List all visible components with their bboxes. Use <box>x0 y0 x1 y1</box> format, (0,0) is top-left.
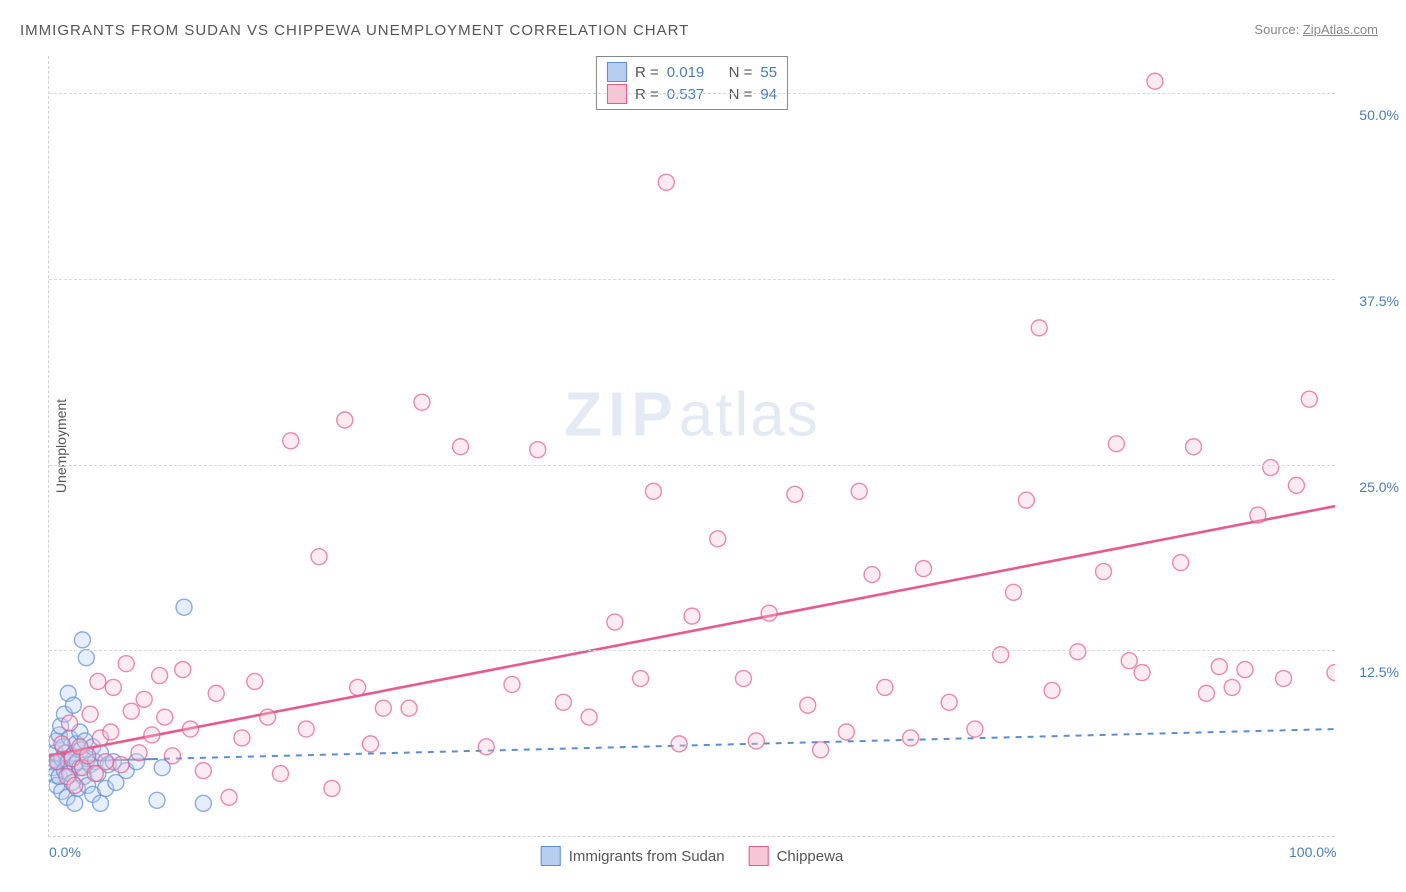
y-tick-label: 50.0% <box>1359 107 1399 123</box>
watermark-atlas: atlas <box>679 380 820 449</box>
watermark: ZIPatlas <box>564 379 819 450</box>
gridline <box>49 465 1335 466</box>
legend-row: R = 0.019 N = 55 <box>607 61 777 83</box>
series-name: Immigrants from Sudan <box>569 848 725 865</box>
series-legend-item: Chippewa <box>749 846 844 866</box>
series-legend-item: Immigrants from Sudan <box>541 846 725 866</box>
gridline <box>49 279 1335 280</box>
legend-n-value: 55 <box>760 64 777 81</box>
y-tick-label: 25.0% <box>1359 479 1399 495</box>
series-legend: Immigrants from Sudan Chippewa <box>541 846 844 866</box>
legend-swatch <box>541 846 561 866</box>
x-tick-label: 100.0% <box>1289 844 1336 860</box>
watermark-zip: ZIP <box>564 380 678 449</box>
gridline <box>49 93 1335 94</box>
series-name: Chippewa <box>777 848 844 865</box>
y-tick-label: 37.5% <box>1359 293 1399 309</box>
legend-r-label: R = <box>635 64 659 81</box>
legend-swatch <box>607 62 627 82</box>
plot-area: ZIPatlas R = 0.019 N = 55 R = 0.537 N = … <box>48 56 1335 837</box>
source-attribution: Source: ZipAtlas.com <box>1254 22 1378 37</box>
legend-n-label: N = <box>729 64 753 81</box>
source-link[interactable]: ZipAtlas.com <box>1303 22 1378 37</box>
legend-r-value: 0.019 <box>667 64 705 81</box>
chart-title: IMMIGRANTS FROM SUDAN VS CHIPPEWA UNEMPL… <box>20 22 689 39</box>
chart-svg <box>49 56 1335 836</box>
y-tick-label: 12.5% <box>1359 664 1399 680</box>
x-tick-label: 0.0% <box>49 844 81 860</box>
correlation-legend: R = 0.019 N = 55 R = 0.537 N = 94 <box>596 56 788 110</box>
source-label: Source: <box>1254 22 1299 37</box>
legend-swatch <box>749 846 769 866</box>
gridline <box>49 650 1335 651</box>
